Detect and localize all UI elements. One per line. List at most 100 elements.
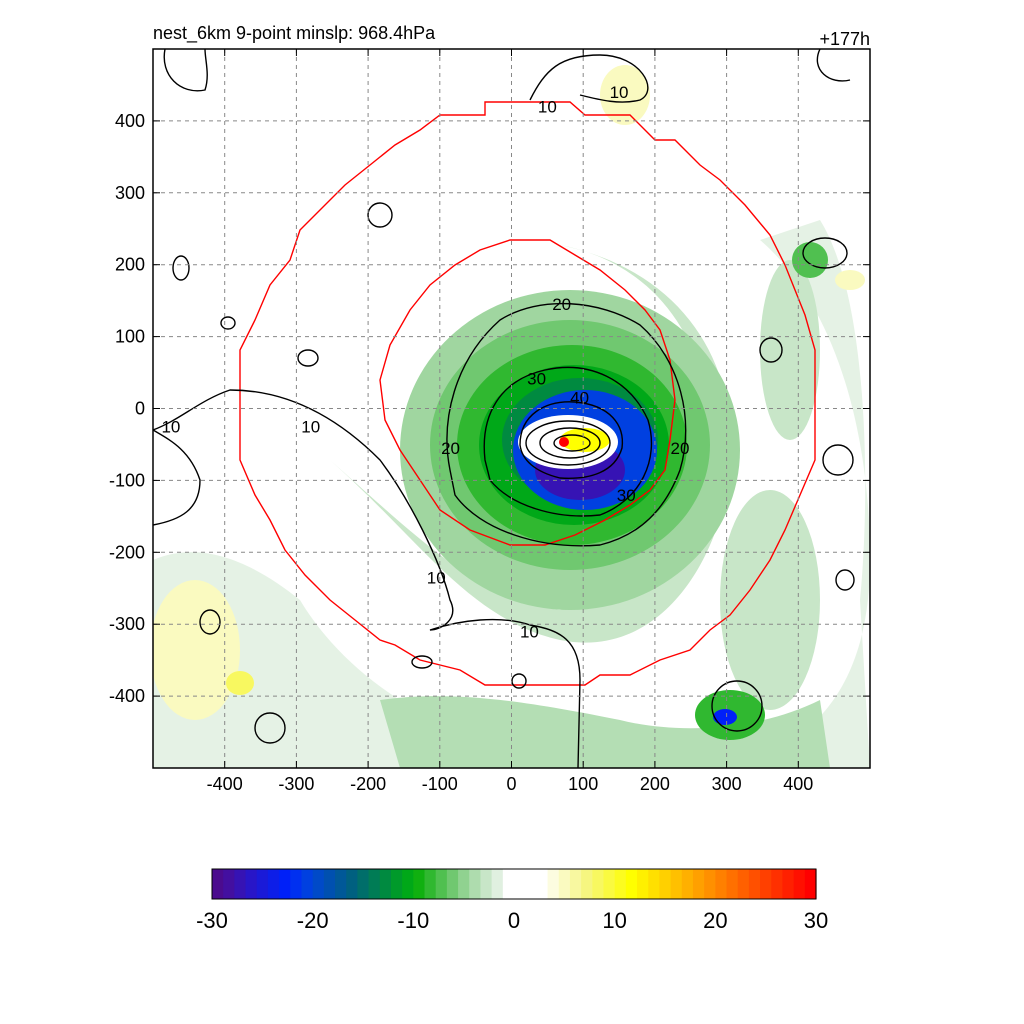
colorbar-swatch xyxy=(603,869,616,899)
y-tick-label: -100 xyxy=(109,470,145,490)
chart-title: nest_6km 9-point minslp: 968.4hPa xyxy=(153,23,436,44)
contour-nw-top xyxy=(163,49,208,92)
contour-label: 40 xyxy=(570,389,589,408)
x-tick-label: 200 xyxy=(640,774,670,794)
colorbar-tick-label: 30 xyxy=(804,908,828,933)
colorbar-swatch xyxy=(335,869,347,899)
colorbar-swatch xyxy=(346,869,359,899)
colorbar-swatch xyxy=(234,869,247,899)
colorbar-swatch xyxy=(659,869,672,899)
contour-label: 10 xyxy=(301,417,320,436)
y-tick-label: 100 xyxy=(115,327,145,347)
colorbar-swatch xyxy=(480,869,493,899)
colorbar-swatch xyxy=(581,869,593,899)
x-tick-label: 300 xyxy=(712,774,742,794)
colorbar-swatch xyxy=(368,869,381,899)
y-tick-label: 400 xyxy=(115,111,145,131)
colorbar-swatch xyxy=(558,869,571,899)
colorbar-swatch xyxy=(804,869,817,899)
contour-label: 10 xyxy=(538,98,557,117)
colorbar-swatch xyxy=(592,869,605,899)
colorbar-swatch xyxy=(514,869,526,899)
outer-nest-boundary xyxy=(239,101,816,686)
y-tick-label: 200 xyxy=(115,255,145,275)
contour-island-8 xyxy=(411,655,433,669)
colorbar-swatch xyxy=(692,869,705,899)
ne-green-spot xyxy=(792,242,828,278)
y-tick-label: 0 xyxy=(135,399,145,419)
colorbar-tick-label: 10 xyxy=(602,908,626,933)
contour-inner-3 xyxy=(553,434,591,452)
contour-island-5 xyxy=(759,337,783,363)
colorbar-swatch xyxy=(793,869,806,899)
colorbar-swatch xyxy=(715,869,728,899)
colorbar-swatch xyxy=(704,869,716,899)
contour-10-west xyxy=(153,389,581,768)
x-tick-label: 0 xyxy=(506,774,516,794)
contour-label: 10 xyxy=(610,83,629,102)
colorbar-swatch xyxy=(491,869,504,899)
positive-patch-sw2 xyxy=(226,671,254,695)
contour-island-4 xyxy=(220,316,236,330)
contour-label: 20 xyxy=(441,439,460,458)
colorbar-swatch xyxy=(681,869,694,899)
contour-label: 30 xyxy=(527,369,546,388)
y-tick-label: -400 xyxy=(109,686,145,706)
colorbar-swatch xyxy=(748,869,761,899)
contour-10-north xyxy=(529,54,649,103)
x-tick-label: 100 xyxy=(568,774,598,794)
contour-island-12 xyxy=(822,444,854,476)
contour-island-1 xyxy=(367,202,393,228)
colorbar-swatch xyxy=(424,869,437,899)
colorbar-swatch xyxy=(637,869,649,899)
contour-island-13 xyxy=(802,237,848,269)
colorbar-swatch xyxy=(290,869,303,899)
east-band xyxy=(760,260,820,440)
contour-labels: 10 10 10 10 10 10 20 20 20 30 30 40 xyxy=(161,83,690,641)
colorbar-swatch xyxy=(256,869,269,899)
contour-label: 20 xyxy=(671,439,690,458)
positive-patch-n xyxy=(600,65,650,125)
colorbar-tick-label: 0 xyxy=(508,908,520,933)
colorbar-swatch xyxy=(379,869,392,899)
contour-40 xyxy=(519,401,624,479)
contour-lines xyxy=(153,49,855,768)
contour-island-3 xyxy=(172,255,190,281)
colorbar-swatch xyxy=(569,869,582,899)
colorbar-swatch xyxy=(267,869,280,899)
colorbar-swatch xyxy=(648,869,661,899)
colorbar-swatch xyxy=(771,869,784,899)
plot-area: 10 10 10 10 10 10 20 20 20 30 30 40 xyxy=(153,49,870,768)
contour-inner-2 xyxy=(539,427,601,459)
storm-center-marker xyxy=(559,437,569,447)
x-tick-label: -300 xyxy=(278,774,314,794)
colorbar-swatch xyxy=(547,869,560,899)
colorbar-swatch xyxy=(357,869,370,899)
nest-boundaries xyxy=(239,101,816,686)
colorbar-swatch xyxy=(402,869,414,899)
contour-20 xyxy=(446,302,687,547)
colorbar-frame xyxy=(211,868,817,900)
x-tick-label: -200 xyxy=(350,774,386,794)
colorbar-swatch xyxy=(245,869,258,899)
colorbar-swatch xyxy=(625,869,638,899)
colorbar-swatch xyxy=(458,869,470,899)
colorbar-tick-label: -30 xyxy=(196,908,228,933)
colorbar-swatch xyxy=(525,869,537,899)
contour-label: 10 xyxy=(520,622,539,641)
contour-island-2 xyxy=(297,349,319,367)
colorbar-swatch xyxy=(670,869,683,899)
colorbar-swatch xyxy=(726,869,739,899)
positive-patch-sw xyxy=(153,580,240,720)
contour-island-7 xyxy=(199,609,221,635)
contour-label: 30 xyxy=(617,486,636,505)
colorbar-tick-labels: -30 -20 -10 0 10 20 30 xyxy=(196,908,828,933)
colorbar-swatch xyxy=(301,869,314,899)
colorbar-swatch xyxy=(760,869,772,899)
colorbar-swatch xyxy=(502,869,515,899)
inner-nest-boundary xyxy=(379,239,676,546)
colorbar-swatch xyxy=(413,869,426,899)
colorbar-swatch xyxy=(469,869,482,899)
colorbar xyxy=(212,869,817,899)
colorbar-swatch xyxy=(323,869,336,899)
